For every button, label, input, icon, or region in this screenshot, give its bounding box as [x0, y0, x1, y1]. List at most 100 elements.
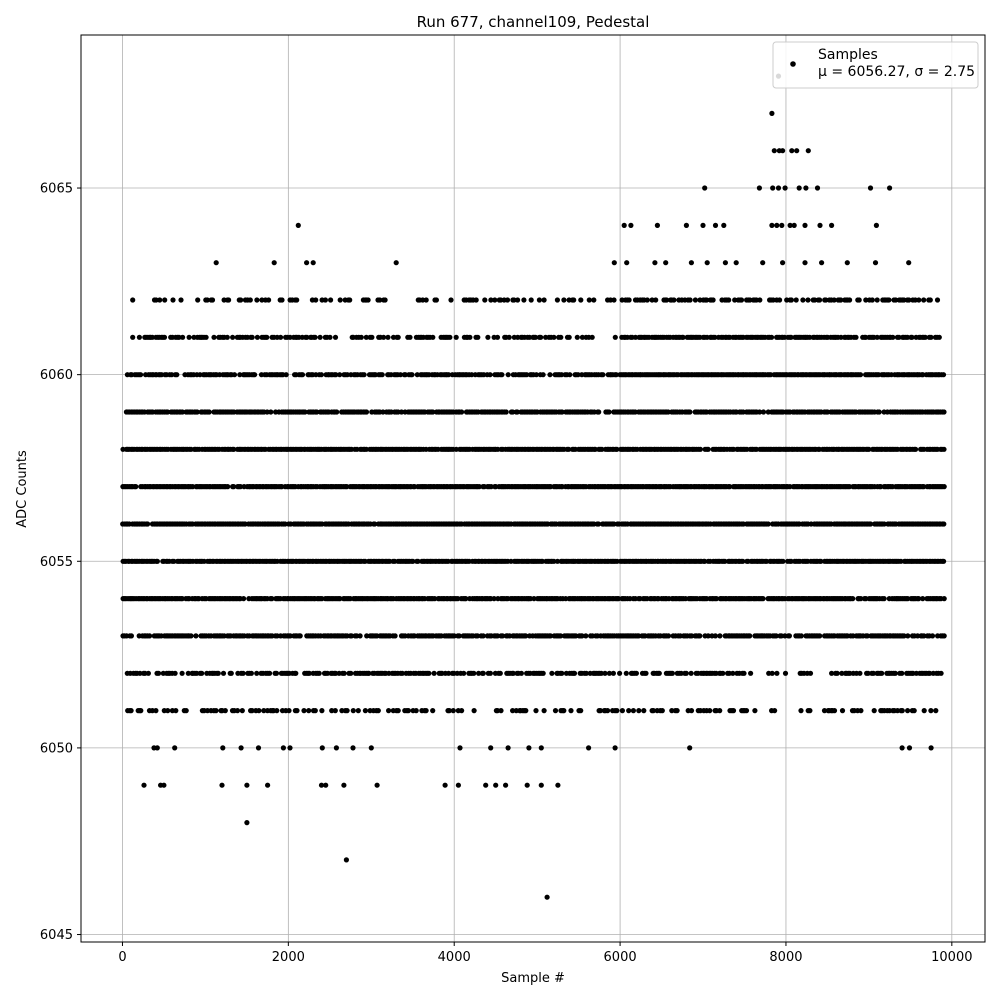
data-point	[473, 297, 479, 303]
data-point	[414, 372, 420, 378]
x-tick-label: 2000	[272, 950, 305, 965]
data-point	[606, 409, 612, 415]
data-point	[273, 670, 280, 676]
data-point	[413, 708, 419, 714]
data-point	[863, 297, 869, 303]
data-point	[312, 334, 318, 340]
data-point	[621, 222, 627, 228]
data-point	[844, 260, 850, 266]
data-point	[567, 372, 573, 378]
data-point	[410, 558, 416, 564]
data-point	[896, 334, 902, 340]
data-point	[503, 409, 509, 415]
data-point	[775, 185, 782, 191]
data-point	[770, 185, 776, 191]
data-point	[337, 297, 343, 303]
data-point	[612, 745, 618, 751]
data-point	[279, 297, 285, 303]
data-point	[771, 148, 777, 154]
data-point	[927, 670, 933, 676]
data-point	[156, 670, 162, 676]
data-point	[533, 372, 540, 378]
data-point	[368, 745, 374, 751]
data-point	[393, 260, 399, 266]
data-point	[514, 409, 520, 415]
data-point	[128, 708, 134, 714]
data-point	[687, 297, 693, 303]
data-point	[423, 708, 429, 714]
data-point	[805, 148, 811, 154]
data-point	[386, 708, 392, 714]
data-point	[909, 334, 915, 340]
data-point	[710, 297, 716, 303]
data-point	[348, 670, 354, 676]
data-point	[551, 558, 557, 564]
data-point	[162, 297, 168, 303]
data-point	[571, 670, 578, 676]
data-point	[568, 708, 574, 714]
data-point	[375, 708, 381, 714]
data-point	[659, 708, 665, 714]
data-point	[317, 334, 323, 340]
data-point	[899, 708, 905, 714]
data-point	[457, 745, 463, 751]
data-point	[369, 334, 375, 340]
data-point	[544, 894, 550, 900]
data-point	[145, 521, 151, 527]
data-point	[881, 521, 887, 527]
data-point	[611, 521, 617, 527]
data-point	[615, 596, 622, 602]
x-tick-label: 6000	[604, 950, 637, 965]
data-point	[575, 372, 581, 378]
data-point	[430, 409, 436, 415]
data-point	[506, 334, 512, 340]
data-point	[482, 297, 488, 303]
data-point	[533, 708, 539, 714]
data-point	[721, 222, 727, 228]
data-point	[446, 708, 452, 714]
data-point	[220, 670, 227, 676]
data-point	[920, 596, 926, 602]
data-point	[928, 334, 934, 340]
data-point	[712, 334, 718, 340]
data-point	[866, 446, 872, 452]
data-point	[238, 745, 244, 751]
data-point	[523, 633, 529, 639]
data-point	[869, 297, 875, 303]
data-point	[554, 297, 561, 303]
data-point	[493, 782, 499, 788]
data-point	[447, 334, 453, 340]
data-point	[674, 708, 680, 714]
data-point	[328, 297, 334, 303]
data-point	[712, 633, 719, 639]
data-point	[538, 745, 544, 751]
data-point	[240, 670, 246, 676]
data-point	[231, 446, 237, 452]
data-point	[702, 558, 708, 564]
data-point	[624, 260, 630, 266]
data-point	[382, 297, 388, 303]
data-point	[293, 670, 299, 676]
data-point	[656, 670, 662, 676]
data-point	[683, 222, 690, 228]
data-point	[170, 297, 176, 303]
data-point	[702, 185, 708, 191]
data-point	[372, 521, 378, 527]
data-point	[153, 297, 159, 303]
data-point	[586, 745, 592, 751]
data-point	[350, 708, 356, 714]
data-point	[688, 260, 695, 266]
data-point	[712, 222, 719, 228]
data-point	[138, 372, 144, 378]
data-point	[415, 558, 421, 564]
data-point	[230, 334, 236, 340]
data-point	[540, 372, 546, 378]
data-point	[157, 297, 163, 303]
data-point	[802, 260, 808, 266]
data-point	[374, 782, 380, 788]
data-point	[213, 708, 219, 714]
chart-title: Run 677, channel109, Pedestal	[417, 13, 650, 31]
data-point	[547, 372, 553, 378]
data-point	[361, 372, 367, 378]
data-point	[254, 670, 260, 676]
